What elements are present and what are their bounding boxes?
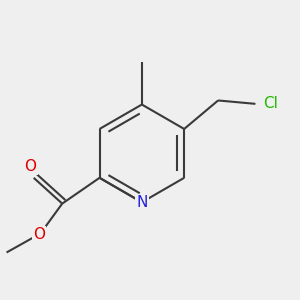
Text: Cl: Cl [263,96,278,111]
Text: O: O [33,227,45,242]
Text: N: N [136,195,148,210]
Text: O: O [24,159,36,174]
